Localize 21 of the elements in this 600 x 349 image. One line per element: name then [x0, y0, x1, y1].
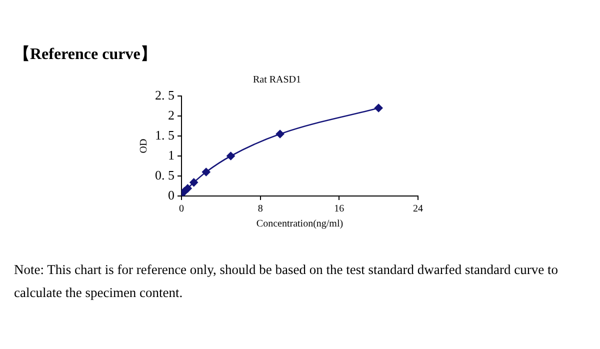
x-tick-label: 8 [258, 204, 263, 215]
x-tick-label: 0 [179, 204, 184, 215]
y-tick-label: 0. 5 [155, 167, 174, 182]
point [184, 184, 192, 193]
y-tick-label: 0 [168, 187, 174, 202]
point [202, 168, 210, 176]
text: Note: This chart is for reference only, should be based on the test standard dwarfed standard curve to calculate the specimen content. [14, 261, 559, 302]
x-tick-label: 16 [334, 204, 344, 215]
text: 【Reference curve】 [14, 44, 156, 65]
y-axis-title: OD [138, 138, 150, 154]
y-tick-label: 2. 5 [155, 87, 174, 102]
x-tick-label: 24 [413, 204, 423, 215]
y-tick-label: 2 [168, 107, 174, 122]
point [226, 152, 235, 160]
y-tick-label: 1 [168, 147, 174, 162]
point [374, 104, 383, 112]
x-axis-title: Concentration(ng/ml) [256, 218, 344, 230]
point [190, 178, 198, 187]
point [276, 130, 284, 138]
chart-title: Rat RASD1 [252, 74, 302, 86]
y-tick-label: 1. 5 [155, 127, 174, 142]
